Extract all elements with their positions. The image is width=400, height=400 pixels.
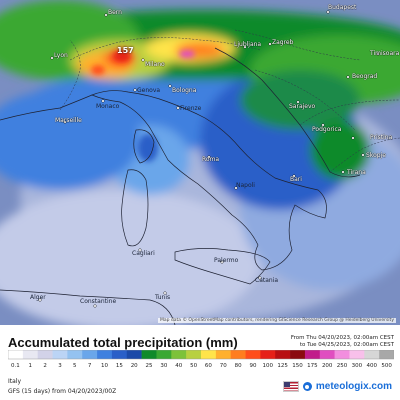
legend-swatch-2 [37, 350, 53, 359]
legend-tick-label: 5 [73, 363, 77, 369]
city-label-sarajevo: Sarajevo [289, 103, 316, 110]
legend-tick-label: 10 [101, 363, 108, 369]
model-run-label: GFS (15 days) from 04/20/2023/00Z [8, 388, 117, 395]
legend-swatch-40 [171, 350, 187, 359]
legend-tick-label: 50 [190, 363, 197, 369]
legend-tick-label: 1 [29, 363, 33, 369]
legend-tick-label: 250 [337, 363, 348, 369]
city-label-palermo: Palermo [214, 257, 239, 264]
legend-tick-label: 60 [205, 363, 212, 369]
brand[interactable]: meteologix.com [282, 381, 392, 392]
legend-swatch-70 [215, 350, 231, 359]
precipitation-peaks [91, 50, 195, 162]
legend-swatch-90 [245, 350, 261, 359]
legend-swatch-500 [379, 350, 394, 359]
legend-tick-label: 125 [277, 363, 288, 369]
legend-tick-label: 150 [292, 363, 303, 369]
legend-swatch-50 [186, 350, 202, 359]
legend-tick-label: 300 [352, 363, 363, 369]
legend-swatch-20 [126, 350, 142, 359]
legend-swatch-0.1 [8, 350, 24, 359]
legend-border [8, 350, 394, 360]
brand-name: meteologix.com [315, 381, 392, 392]
city-label-napoli: Napoli [236, 182, 255, 189]
city-label-zagreb: Zagreb [272, 39, 294, 46]
legend-tick-label: 90 [249, 363, 256, 369]
legend-tick-label: 400 [366, 363, 377, 369]
period-from: From Thu 04/20/2023, 02:00am CEST [290, 335, 394, 341]
city-label-genova: Genova [137, 87, 161, 94]
region-label: Italy [8, 378, 22, 385]
legend-swatch-15 [111, 350, 128, 359]
legend-tick-label: 7 [88, 363, 92, 369]
us-flag-icon[interactable] [282, 381, 299, 392]
city-label-ljubljana: Ljubljana [234, 41, 262, 48]
precipitation-map: Bern Lyon Milano Genova Monaco Bologna F… [0, 0, 400, 325]
city-label-firenze: Firenze [180, 105, 202, 112]
legend-tick-label: 500 [381, 363, 392, 369]
city-label-marseille: Marseille [55, 117, 82, 124]
period-to: to Tue 04/25/2023, 02:00am CEST [299, 342, 394, 348]
legend-swatch-7 [82, 350, 98, 359]
color-scale-legend: 0.1 1 2 3 5 7 10 15 20 25 30 40 50 60 70 80 90 100 125 150 1… [8, 350, 394, 369]
city-label-budapest: Budapest [328, 4, 357, 11]
chart-title: Accumulated total precipitation (mm) [8, 335, 238, 350]
legend-swatch-80 [230, 350, 246, 359]
legend-tick-label: 0.1 [11, 363, 20, 369]
legend-swatch-125 [275, 350, 291, 359]
legend-swatch-25 [141, 350, 157, 359]
legend-swatch-400 [364, 350, 380, 359]
legend-swatch-60 [201, 350, 217, 359]
city-label-beograd: Beograd [352, 73, 378, 80]
legend-tick-label: 15 [116, 363, 123, 369]
legend-swatch-3 [52, 350, 68, 359]
legend-swatch-5 [67, 350, 83, 359]
legend-swatch-30 [156, 350, 172, 359]
legend-tick-label: 25 [146, 363, 153, 369]
precipitation-field [0, 0, 400, 325]
city-label-skopje: Skopje [366, 152, 386, 159]
city-label-pristina: Pristina [370, 134, 393, 141]
legend-tick-label: 70 [220, 363, 227, 369]
city-label-catania: Catania [255, 277, 279, 284]
legend-swatch-200 [319, 350, 335, 359]
city-label-lyon: Lyon [54, 52, 68, 59]
city-label-bologna: Bologna [172, 87, 197, 94]
max-value-label: 157 [117, 46, 134, 55]
legend-tick-label: 30 [160, 363, 167, 369]
city-label-alger: Alger [30, 294, 46, 301]
legend-swatch-1 [22, 350, 38, 359]
legend-swatch-175 [304, 350, 321, 359]
legend-tick-label: 40 [175, 363, 182, 369]
country-borders [59, 29, 400, 173]
city-label-cagliari: Cagliari [132, 250, 155, 257]
map-credit[interactable]: Map data © OpenStreetMap contributors, r… [158, 318, 396, 323]
city-label-bari: Bari [290, 176, 302, 183]
legend-tick-label: 175 [307, 363, 318, 369]
map-canvas [0, 0, 400, 325]
legend-swatch-150 [290, 350, 306, 359]
legend-swatch-100 [260, 350, 276, 359]
city-label-tunis: Tunis [155, 294, 171, 301]
legend-swatch-300 [349, 350, 365, 359]
city-label-podgorica: Podgorica [312, 126, 342, 133]
city-label-timisoara: Timisoara [370, 50, 400, 57]
meteologix-logo-icon [302, 382, 312, 391]
city-label-monaco: Monaco [96, 103, 120, 110]
city-label-tirana: Tirana [347, 169, 366, 176]
legend-tick-label: 3 [58, 363, 62, 369]
legend-tick-label: 100 [263, 363, 274, 369]
legend-tick-label: 80 [235, 363, 242, 369]
legend-tick-label: 20 [131, 363, 138, 369]
legend-tick-label: 200 [322, 363, 333, 369]
city-label-roma: Roma [202, 156, 220, 163]
city-markers [38, 10, 380, 308]
legend-tick-label: 2 [43, 363, 47, 369]
legend-swatch-250 [334, 350, 350, 359]
city-label-bern: Bern [108, 9, 122, 16]
city-label-milano: Milano [145, 61, 165, 68]
legend-swatch-10 [97, 350, 113, 359]
city-label-constantine: Constantine [80, 298, 117, 305]
